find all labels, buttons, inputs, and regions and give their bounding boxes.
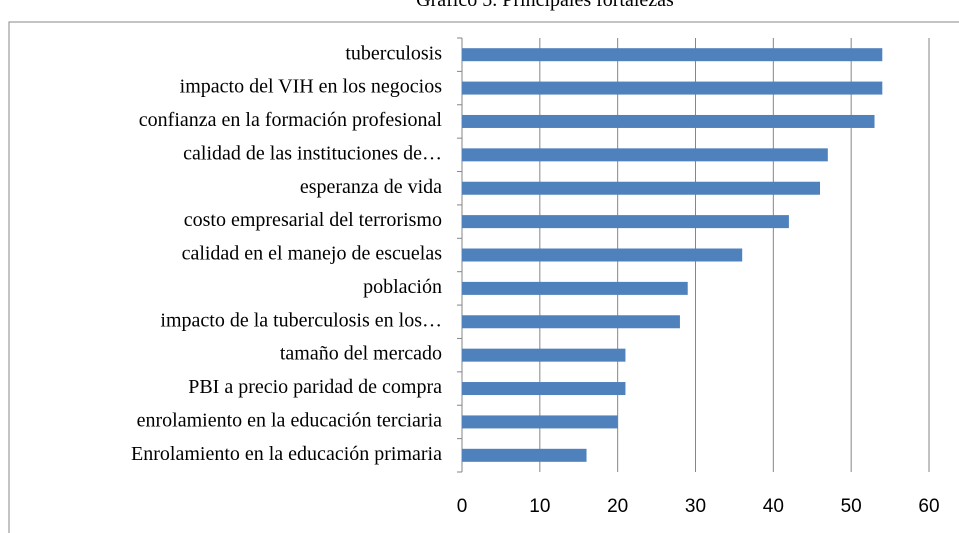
chart-title: Gráfico 5. Principales fortalezas <box>416 0 674 11</box>
x-tick-label: 50 <box>841 496 862 517</box>
bar <box>462 315 680 329</box>
bar <box>462 281 688 295</box>
bar <box>462 48 883 62</box>
y-tick-label: Enrolamiento en la educación primaria <box>131 443 442 465</box>
bar <box>462 148 828 162</box>
y-tick-label: costo empresarial del terrorismo <box>184 209 442 231</box>
y-tick-label: esperanza de vida <box>300 176 442 198</box>
chart-frame <box>8 21 959 533</box>
bar <box>462 382 626 396</box>
y-tick-label: impacto del VIH en los negocios <box>180 76 443 98</box>
x-tick-label: 10 <box>529 496 550 517</box>
x-tick-label: 0 <box>457 496 468 517</box>
bar <box>462 215 789 229</box>
bar <box>462 415 618 429</box>
bar <box>462 448 587 462</box>
y-tick-label: calidad en el manejo de escuelas <box>182 243 443 265</box>
y-tick-label: calidad de las instituciones de… <box>183 142 442 164</box>
bar <box>462 348 626 362</box>
y-tick-label: tuberculosis <box>345 42 442 64</box>
x-tick-label: 40 <box>763 496 784 517</box>
x-tick-label: 60 <box>918 496 939 517</box>
x-tick-label: 20 <box>607 496 628 517</box>
y-tick-label: confianza en la formación profesional <box>139 109 443 131</box>
x-tick-label: 30 <box>685 496 706 517</box>
bar <box>462 81 883 95</box>
bar <box>462 248 743 262</box>
y-tick-label: enrolamiento en la educación terciaria <box>137 410 443 432</box>
y-tick-label: impacto de la tuberculosis en los… <box>160 309 442 331</box>
bar <box>462 114 875 128</box>
y-tick-label: población <box>363 276 442 298</box>
bar <box>462 181 821 195</box>
y-tick-label: PBI a precio paridad de compra <box>188 376 442 398</box>
y-tick-label: tamaño del mercado <box>280 343 442 365</box>
